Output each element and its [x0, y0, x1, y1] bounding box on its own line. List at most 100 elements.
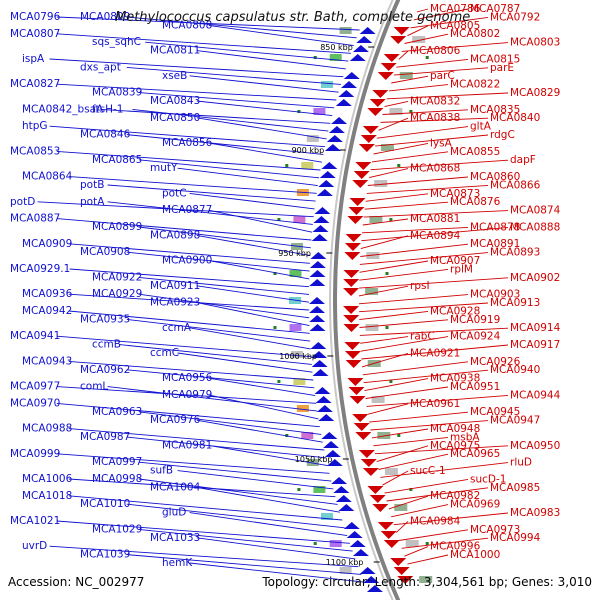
- forward-leader-line: [100, 108, 331, 124]
- reverse-gene-arrow: [343, 279, 360, 287]
- reverse-gene-arrow: [393, 567, 410, 575]
- forward-gene-arrow: [324, 450, 341, 457]
- forward-gene-label: MCA0864: [22, 171, 73, 183]
- feature-block: [389, 108, 403, 115]
- reverse-leader-line: [370, 159, 509, 171]
- forward-leader-line: [189, 512, 348, 537]
- forward-gene-arrow: [331, 117, 348, 124]
- reverse-gene-arrow: [343, 324, 360, 332]
- reverse-leader-line: [363, 210, 509, 218]
- reverse-gene-arrow: [362, 468, 379, 476]
- forward-leader-line: [56, 453, 330, 474]
- reverse-gene-label: MCA1000: [450, 549, 500, 561]
- reverse-gene-label: MCA0983: [510, 507, 560, 519]
- reverse-leader-line: [361, 344, 509, 360]
- feature-block: [369, 216, 383, 223]
- reverse-leader-line: [384, 100, 409, 108]
- feature-block: [291, 351, 303, 358]
- orf-marker: [385, 326, 389, 329]
- reverse-leader-line: [360, 336, 409, 344]
- forward-gene-arrow: [352, 45, 369, 52]
- reverse-gene-arrow: [353, 423, 370, 431]
- reverse-leader-line: [391, 504, 449, 518]
- reverse-gene-label: sucD-1: [470, 473, 506, 485]
- forward-gene-arrow: [318, 180, 335, 187]
- forward-gene-arrow: [343, 522, 360, 529]
- reverse-gene-label: MCA0868: [410, 163, 460, 175]
- reverse-leader-line: [361, 226, 509, 242]
- reverse-leader-line: [366, 394, 509, 407]
- reverse-leader-line: [359, 302, 489, 313]
- reverse-gene-label: MCA0921: [410, 347, 460, 359]
- kbp-tick-label: 1050 kbp: [295, 455, 333, 464]
- orf-marker: [313, 542, 317, 545]
- forward-leader-line: [126, 503, 345, 529]
- reverse-gene-label: MCA0973: [470, 524, 520, 536]
- reverse-gene-arrow: [380, 63, 397, 71]
- forward-gene-arrow: [310, 342, 327, 349]
- feature-block: [419, 576, 433, 583]
- reverse-gene-arrow: [343, 306, 360, 314]
- forward-gene-label: MCA0909: [22, 238, 72, 250]
- reverse-leader-line: [407, 554, 449, 565]
- forward-gene-arrow: [324, 144, 341, 151]
- feature-block: [365, 324, 379, 331]
- reverse-gene-label: MCA0894: [410, 230, 461, 242]
- reverse-leader-line: [360, 235, 409, 250]
- forward-leader-line: [49, 125, 326, 148]
- reverse-leader-line: [395, 521, 409, 533]
- forward-leader-line: [56, 33, 352, 54]
- reverse-gene-label: MCA0947: [490, 415, 540, 427]
- feature-block: [329, 54, 342, 61]
- forward-gene-arrow: [318, 414, 335, 421]
- forward-gene-arrow: [309, 306, 326, 313]
- feature-block: [301, 432, 314, 439]
- forward-gene-arrow: [326, 135, 343, 142]
- forward-gene-label: potA: [80, 196, 105, 208]
- reverse-leader-line: [359, 260, 429, 273]
- feature-block: [289, 324, 302, 331]
- reverse-gene-label: MCA0829: [510, 87, 560, 99]
- forward-gene-label: MCA0827: [10, 78, 60, 90]
- reverse-leader-line: [365, 193, 429, 202]
- forward-gene-arrow: [310, 252, 327, 259]
- reverse-leader-line: [410, 16, 489, 29]
- forward-gene-label: MCA1006: [22, 473, 73, 485]
- reverse-gene-arrow: [349, 198, 366, 206]
- forward-gene-label: MCA0935: [80, 313, 130, 325]
- forward-gene-arrow: [311, 234, 328, 241]
- forward-gene-label: MCA0911: [150, 280, 200, 292]
- reverse-gene-label: MCA0938: [430, 373, 480, 385]
- reverse-leader-line: [407, 25, 429, 37]
- forward-leader-line: [119, 344, 312, 365]
- forward-leader-line: [208, 377, 316, 397]
- reverse-gene-label: MCA0787: [470, 3, 520, 15]
- forward-leader-line: [196, 486, 340, 513]
- forward-leader-line: [56, 83, 337, 101]
- reverse-leader-line: [373, 142, 429, 155]
- reverse-gene-arrow: [372, 90, 389, 98]
- reverse-gene-arrow: [344, 243, 361, 251]
- forward-gene-arrow: [328, 126, 345, 133]
- forward-leader-line: [138, 461, 332, 482]
- reverse-gene-label: MCA0881: [410, 213, 460, 225]
- forward-leader-line: [189, 192, 315, 210]
- reverse-leader-line: [388, 495, 429, 510]
- forward-gene-label: MCA0979: [162, 389, 212, 401]
- reverse-gene-label: MCA0919: [450, 314, 500, 326]
- feature-block: [405, 540, 419, 547]
- forward-gene-arrow: [346, 531, 363, 538]
- reverse-gene-arrow: [397, 576, 414, 584]
- reverse-gene-arrow: [349, 396, 366, 404]
- forward-gene-arrow: [335, 495, 352, 502]
- reverse-leader-line: [361, 352, 409, 368]
- forward-gene-label: potC: [162, 187, 187, 199]
- forward-gene-arrow: [323, 441, 340, 448]
- forward-leader-line: [68, 478, 336, 498]
- reverse-leader-line: [371, 428, 429, 439]
- forward-gene-label: MCA0908: [80, 246, 130, 258]
- reverse-gene-arrow: [367, 108, 384, 116]
- reverse-gene-arrow: [377, 522, 394, 530]
- feature-block: [289, 270, 302, 277]
- forward-gene-arrow: [312, 225, 329, 232]
